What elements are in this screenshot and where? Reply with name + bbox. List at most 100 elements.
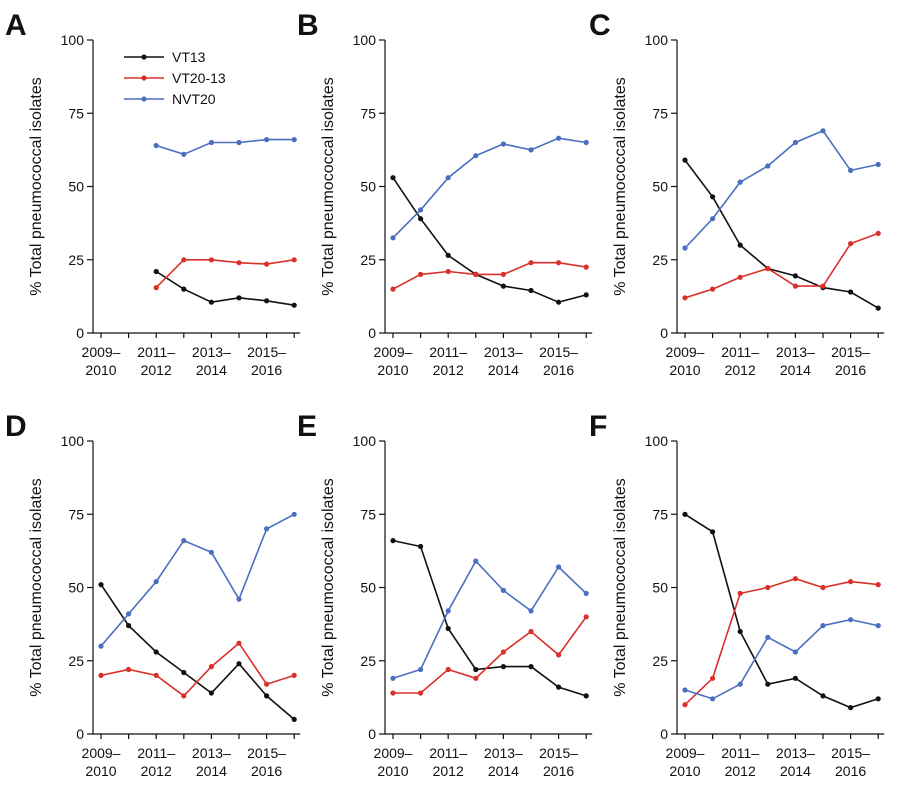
y-axis-label-e: % Total pneumococcal isolates [320,478,337,697]
x-tick-label-bottom-b-1: 2012 [433,362,464,378]
series-line-c-nvt20 [684,129,879,249]
x-tick-label-f-2: 2013– 2014 [776,745,815,779]
panel-c: C % Total pneumococcal isolates 0 25 50 75 100… [589,9,885,378]
panel-letter-a: A [5,9,27,42]
x-tick-label-top-b-3: 2015– [539,344,578,360]
point-f-vt20-13-2 [737,590,743,597]
x-tick-label-top-f-3: 2015– [831,745,870,761]
y-axis-label-d: % Total pneumococcal isolates [28,478,45,697]
point-d-vt13-4 [208,690,214,696]
y-tick-label-b-0: 0 [368,325,376,341]
x-tick-label-b-2: 2013– 2014 [484,344,523,378]
point-a-vt20-13-4 [208,257,214,263]
x-tick-label-top-a-1: 2011– [137,344,175,360]
x-tick-label-bottom-d-1: 2012 [141,763,172,779]
point-f-vt20-13-7 [875,582,881,588]
point-b-vt20-13-2 [445,268,451,275]
legend-marker-vt20-13 [141,75,147,81]
legend-marker-vt13 [141,54,147,60]
point-e-vt13-1 [418,543,424,550]
point-b-nvt20-3 [473,153,479,159]
x-tick-label-d-2: 2013– 2014 [192,745,231,779]
point-a-vt20-13-2 [153,285,159,291]
y-tick-label-b-100: 100 [353,32,377,48]
point-d-vt20-13-4 [208,664,214,670]
point-e-nvt20-5 [528,608,534,614]
x-tick-label-top-f-2: 2013– [776,745,815,761]
y-tick-label-b-75: 75 [360,105,376,121]
series-line-d-nvt20 [100,513,295,647]
point-c-vt13-0 [682,157,688,163]
point-b-vt13-0 [390,175,396,181]
series-line-a-nvt20 [155,138,295,156]
point-f-nvt20-4 [792,649,799,655]
legend-marker-nvt20 [141,96,147,102]
x-tick-label-top-d-2: 2013– [192,745,231,761]
y-axis-label-a: % Total pneumococcal isolates [28,77,45,296]
x-tick-label-bottom-a-1: 2012 [141,362,172,378]
x-tick-label-bottom-e-0: 2010 [377,763,408,779]
x-tick-label-bottom-f-3: 2016 [835,763,866,779]
y-tick-label-e-50: 50 [360,580,376,596]
point-a-nvt20-3 [181,151,187,157]
point-d-nvt20-4 [208,549,214,555]
y-tick-label-e-75: 75 [360,506,376,522]
point-b-vt13-6 [556,299,562,305]
point-c-nvt20-5 [820,128,826,134]
point-c-nvt20-0 [682,245,688,251]
x-tick-label-top-a-0: 2009– [82,344,121,360]
point-f-vt20-13-1 [710,675,716,681]
point-b-vt13-2 [445,252,451,258]
x-tick-label-top-a-2: 2013– [192,344,231,360]
point-b-nvt20-0 [390,235,396,241]
x-tick-label-b-0: 2009– 2010 [374,344,413,378]
x-tick-label-top-a-3: 2015– [247,344,286,360]
point-e-vt13-6 [556,684,562,690]
point-a-vt13-2 [153,268,159,275]
point-c-vt13-6 [848,289,854,295]
point-e-vt20-13-0 [390,690,396,696]
point-b-vt13-4 [500,283,506,289]
x-tick-label-f-3: 2015– 2016 [831,745,870,779]
x-tick-label-top-b-0: 2009– [374,344,413,360]
x-tick-label-f-1: 2011– 2012 [721,745,759,779]
legend-label-vt20-13: VT20-13 [172,70,226,86]
x-tick-label-e-1: 2011– 2012 [429,745,467,779]
x-tick-label-top-f-0: 2009– [666,745,705,761]
series-line-e-vt13 [392,539,587,697]
y-tick-label-c-0: 0 [660,325,668,341]
point-c-vt13-2 [737,242,743,248]
x-tick-label-top-b-1: 2011– [429,344,467,360]
series-line-c-vt13 [684,159,879,309]
x-tick-label-top-d-1: 2011– [137,745,175,761]
x-tick-label-top-c-3: 2015– [831,344,870,360]
point-b-vt13-7 [583,292,589,298]
y-tick-label-f-75: 75 [652,506,668,522]
x-tick-label-top-f-1: 2011– [721,745,759,761]
y-axis-label-b: % Total pneumococcal isolates [320,77,337,296]
point-f-vt13-2 [737,628,743,635]
panel-f: F % Total pneumococcal isolates 0 25 50 75 100… [589,410,885,779]
point-f-nvt20-6 [848,617,854,623]
x-tick-label-bottom-c-1: 2012 [725,362,756,378]
point-d-vt13-2 [153,649,159,655]
x-tick-label-bottom-c-0: 2010 [669,362,700,378]
x-tick-label-c-1: 2011– 2012 [721,344,759,378]
point-e-vt13-2 [445,625,451,632]
point-f-vt13-3 [765,681,771,687]
point-a-vt20-13-3 [181,257,187,263]
point-e-vt13-0 [390,538,396,544]
point-e-vt20-13-7 [583,614,589,620]
y-tick-label-f-100: 100 [645,433,669,449]
point-d-vt20-13-6 [264,681,270,687]
point-c-vt13-7 [875,305,881,311]
x-tick-label-a-2: 2013– 2014 [192,344,231,378]
point-d-vt20-13-3 [181,693,187,699]
point-b-nvt20-5 [528,147,534,153]
point-e-vt20-13-2 [445,666,451,673]
point-d-vt13-5 [236,661,242,667]
point-f-vt13-6 [848,705,854,711]
x-tick-label-bottom-f-2: 2014 [780,763,811,779]
point-e-vt20-13-6 [556,652,562,658]
